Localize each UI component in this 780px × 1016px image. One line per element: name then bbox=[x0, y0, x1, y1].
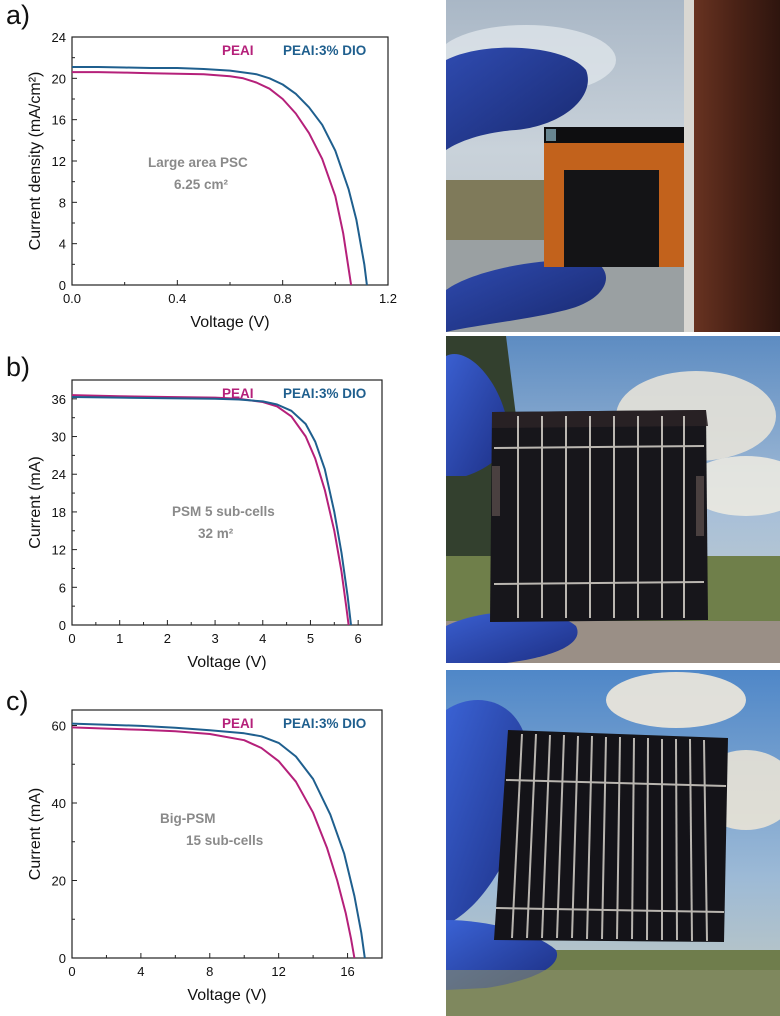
x-tick-label: 1 bbox=[116, 631, 123, 646]
y-tick-label: 20 bbox=[52, 874, 66, 889]
x-tick-label: 0 bbox=[68, 631, 75, 646]
y-tick-label: 36 bbox=[52, 392, 66, 407]
glove-finger-bottom bbox=[446, 260, 606, 332]
solar-module bbox=[490, 410, 708, 622]
glove-finger-bottom bbox=[446, 611, 578, 663]
x-tick-label: 1.2 bbox=[379, 291, 397, 306]
x-tick-label: 0 bbox=[68, 964, 75, 979]
y-tick-label: 12 bbox=[52, 543, 66, 558]
x-tick-label: 2 bbox=[164, 631, 171, 646]
panel-b-label: b) bbox=[6, 352, 31, 382]
y-tick-label: 4 bbox=[59, 237, 66, 252]
y-axis-label: Current (mA) bbox=[27, 788, 44, 880]
y-tick-label: 18 bbox=[52, 505, 66, 520]
x-tick-label: 4 bbox=[259, 631, 266, 646]
x-tick-label: 0.8 bbox=[274, 291, 292, 306]
glove-thumb-top bbox=[446, 47, 588, 150]
x-axis-label: Voltage (V) bbox=[190, 314, 269, 331]
legend-peai: PEAI bbox=[222, 43, 254, 58]
legend-peai: PEAI bbox=[222, 386, 254, 401]
solar-cell-active-area bbox=[564, 170, 659, 267]
series-line-peai bbox=[71, 726, 356, 959]
legend-peai-dio: PEAI:3% DIO bbox=[283, 43, 366, 58]
legend-peai-dio: PEAI:3% DIO bbox=[283, 386, 366, 401]
annotation-line-1: Big-PSM bbox=[160, 811, 216, 826]
series-line-peai bbox=[72, 71, 353, 286]
y-axis-label: Current density (mA/cm²) bbox=[27, 72, 44, 251]
annotation-line-2: 6.25 cm² bbox=[174, 177, 229, 192]
annotation-line-2: 15 sub-cells bbox=[186, 833, 263, 848]
y-tick-label: 30 bbox=[52, 430, 66, 445]
y-tick-label: 24 bbox=[52, 467, 66, 482]
y-tick-label: 12 bbox=[52, 154, 66, 169]
panel-c-label: c) bbox=[6, 686, 29, 716]
solar-module bbox=[494, 730, 728, 942]
y-tick-label: 24 bbox=[52, 30, 66, 45]
x-tick-label: 8 bbox=[206, 964, 213, 979]
y-tick-label: 60 bbox=[52, 719, 66, 734]
y-tick-label: 8 bbox=[59, 195, 66, 210]
y-tick-label: 40 bbox=[52, 796, 66, 811]
series-line-peai-dio bbox=[71, 722, 366, 959]
x-tick-label: 4 bbox=[137, 964, 144, 979]
plot-frame bbox=[71, 709, 383, 959]
y-tick-label: 0 bbox=[59, 278, 66, 293]
legend-peai: PEAI bbox=[222, 716, 254, 731]
series-line-peai bbox=[71, 394, 350, 626]
x-axis-label: Voltage (V) bbox=[187, 987, 266, 1004]
annotation-line-1: Large area PSC bbox=[148, 155, 248, 170]
plot-frame bbox=[71, 379, 383, 626]
x-axis-label: Voltage (V) bbox=[187, 654, 266, 670]
x-tick-label: 0.4 bbox=[168, 291, 186, 306]
y-tick-label: 6 bbox=[59, 580, 66, 595]
x-tick-label: 5 bbox=[307, 631, 314, 646]
x-tick-label: 16 bbox=[340, 964, 354, 979]
series-line-peai-dio bbox=[72, 66, 368, 286]
annotation-line-1: PSM 5 sub-cells bbox=[172, 504, 275, 519]
y-tick-label: 16 bbox=[52, 113, 66, 128]
photo-small-cell bbox=[446, 0, 780, 332]
y-axis-label: Current (mA) bbox=[27, 456, 44, 548]
photo-big-psm-module bbox=[446, 670, 780, 1016]
x-tick-label: 12 bbox=[271, 964, 285, 979]
panel-a-label: a) bbox=[6, 0, 31, 30]
window-frame bbox=[691, 0, 780, 332]
x-tick-label: 0.0 bbox=[63, 291, 81, 306]
x-tick-label: 3 bbox=[211, 631, 218, 646]
series-line-peai-dio bbox=[71, 396, 352, 626]
photo-psm-module bbox=[446, 336, 780, 663]
y-tick-label: 0 bbox=[59, 618, 66, 633]
annotation-line-2: 32 m² bbox=[198, 526, 234, 541]
chart-c: 0 4 8 12 16 0 20 40 60 Voltage (V) Current (mA) PEA… bbox=[27, 709, 383, 1004]
chart-a: 0.0 0.4 0.8 1.2 0 4 8 12 16 20 24 Voltage (V) Curren… bbox=[27, 30, 397, 331]
y-tick-label: 0 bbox=[59, 951, 66, 966]
legend-peai-dio: PEAI:3% DIO bbox=[283, 716, 366, 731]
x-tick-label: 6 bbox=[355, 631, 362, 646]
y-tick-label: 20 bbox=[52, 71, 66, 86]
